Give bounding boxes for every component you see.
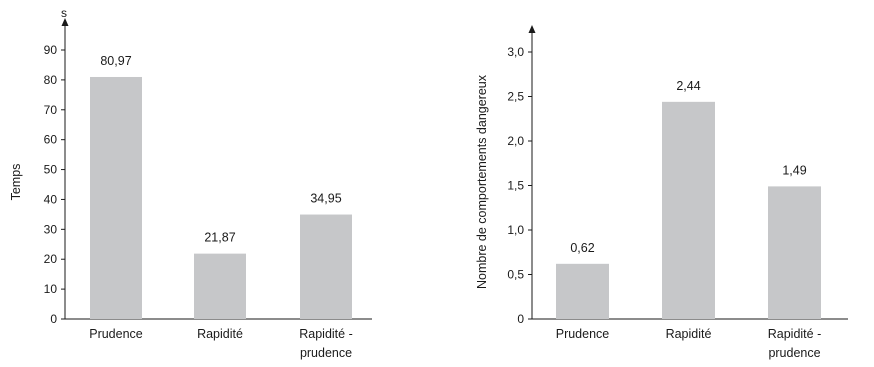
y-tick-label: 30 bbox=[44, 222, 58, 236]
y-axis-unit: s bbox=[61, 6, 67, 20]
bar-value-label: 34,95 bbox=[310, 192, 341, 206]
bar-value-label: 0,62 bbox=[570, 241, 594, 255]
chart-temps: s 0 10 20 30 40 50 60 70 80 90 Temps 80,97 Prudence 21… bbox=[9, 6, 372, 360]
y-tick-label: 20 bbox=[44, 252, 58, 266]
y-tick-label: 40 bbox=[44, 192, 58, 206]
y-tick-label: 90 bbox=[44, 43, 58, 57]
y-tick-label: 0 bbox=[517, 312, 524, 326]
y-tick-label: 10 bbox=[44, 282, 58, 296]
x-category-label: Rapidité - bbox=[299, 327, 353, 341]
x-category-label: Prudence bbox=[556, 327, 610, 341]
y-tick-label: 1,0 bbox=[507, 223, 524, 237]
bar-value-label: 2,44 bbox=[676, 79, 700, 93]
y-tick-label: 80 bbox=[44, 73, 58, 87]
y-tick-label: 60 bbox=[44, 133, 58, 147]
y-axis-title: Temps bbox=[9, 164, 23, 201]
bar-1 bbox=[90, 76, 142, 319]
bar-value-label: 21,87 bbox=[204, 231, 235, 245]
bar-3 bbox=[300, 214, 352, 319]
bar-value-label: 80,97 bbox=[100, 54, 131, 68]
y-tick-label: 70 bbox=[44, 103, 58, 117]
x-category-label: Prudence bbox=[89, 327, 143, 341]
y-axis-arrow-icon bbox=[528, 25, 536, 33]
bar-3 bbox=[768, 186, 821, 319]
y-tick-label: 3,0 bbox=[507, 45, 524, 59]
bar-2 bbox=[194, 253, 246, 319]
y-axis-title: Nombre de comportements dangereux bbox=[475, 74, 489, 289]
y-tick-label: 2,5 bbox=[507, 90, 524, 104]
y-tick-label: 50 bbox=[44, 163, 58, 177]
x-category-label: Rapidité - bbox=[768, 327, 822, 341]
y-tick-label: 2,0 bbox=[507, 134, 524, 148]
x-category-label: prudence bbox=[300, 346, 352, 360]
y-tick-label: 0,5 bbox=[507, 268, 524, 282]
bar-2 bbox=[662, 101, 715, 319]
bar-1 bbox=[556, 263, 609, 319]
x-category-label: Rapidité bbox=[197, 327, 243, 341]
bar-value-label: 1,49 bbox=[782, 163, 806, 177]
y-tick-label: 0 bbox=[50, 312, 57, 326]
y-tick-label: 1,5 bbox=[507, 179, 524, 193]
y-axis-arrow-icon bbox=[61, 18, 69, 26]
chart-comportements-dangereux: 0 0,5 1,0 1,5 2,0 2,5 3,0 Nombre de comportemen… bbox=[475, 25, 848, 360]
x-category-label: prudence bbox=[768, 346, 820, 360]
x-category-label: Rapidité bbox=[666, 327, 712, 341]
